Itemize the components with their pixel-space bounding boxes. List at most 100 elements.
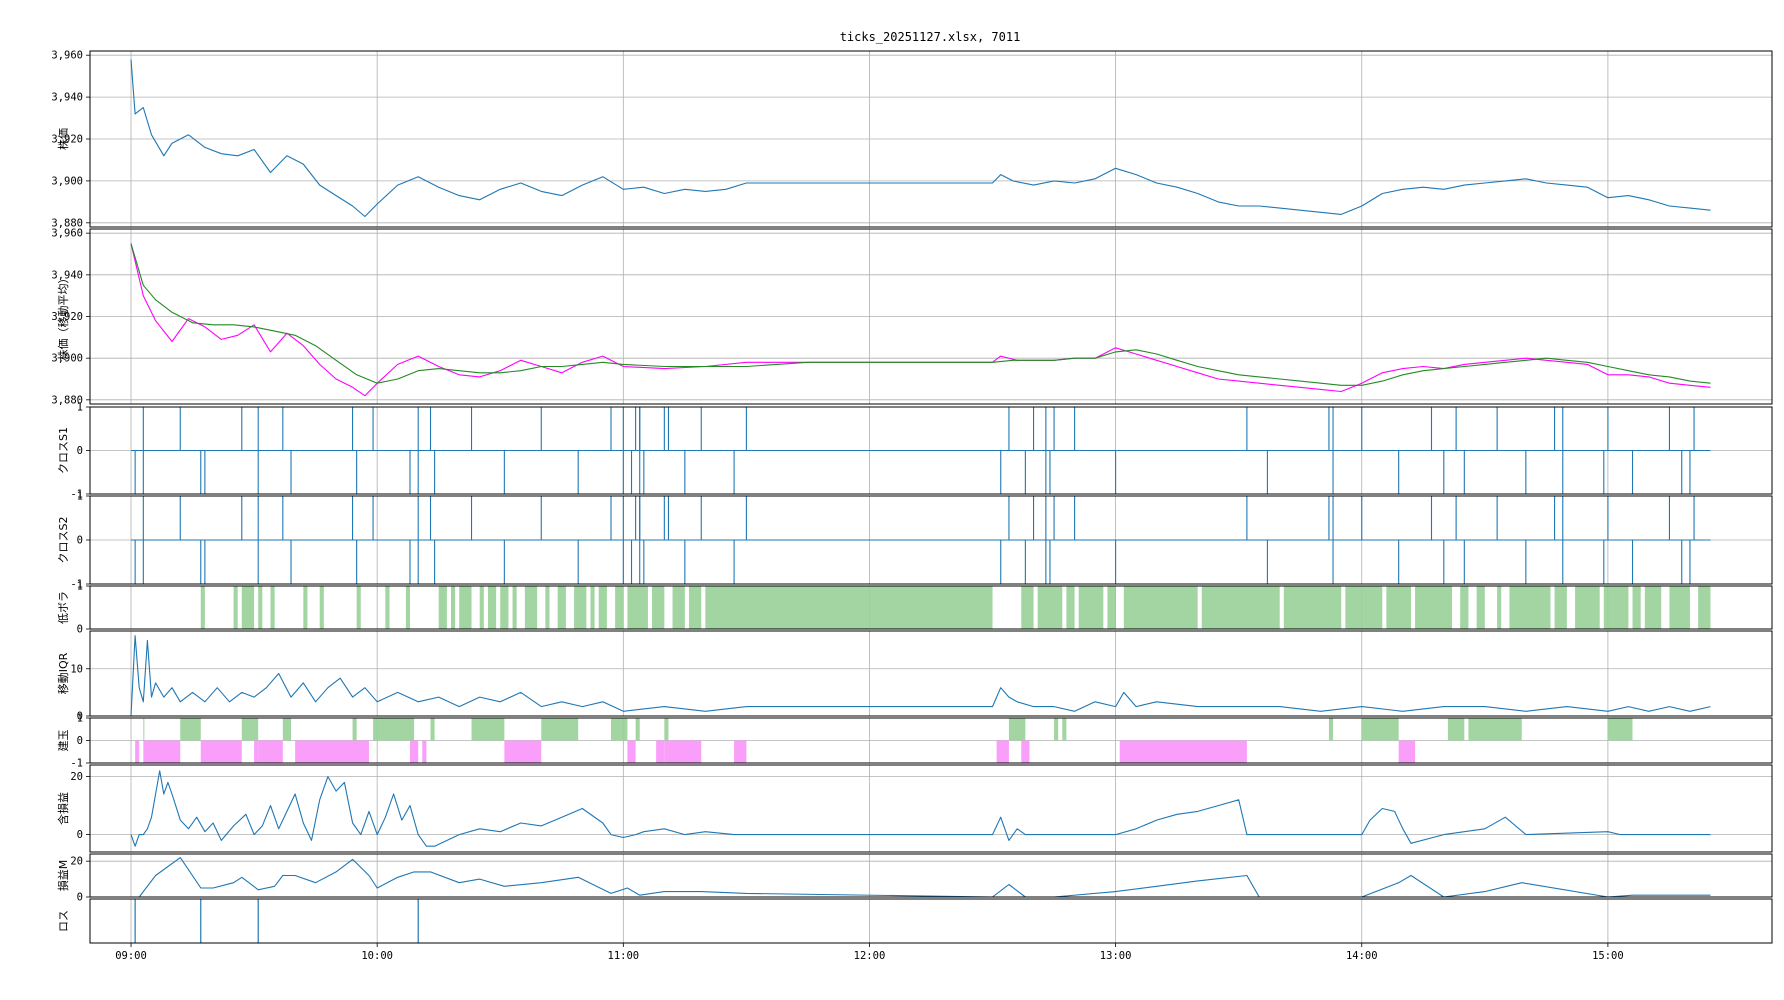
y-axis-label: 損益M <box>56 860 70 892</box>
y-tick-label: 3,880 <box>51 394 83 406</box>
interval-bar <box>500 586 509 629</box>
interval-bar <box>598 586 607 629</box>
y-tick-label: 10 <box>70 663 83 675</box>
y-tick-label: 1 <box>77 713 83 725</box>
y-tick-label: -1 <box>70 489 83 501</box>
y-tick-label: 3,920 <box>51 311 83 323</box>
interval-bar <box>479 586 484 629</box>
y-axis-label: 建玉 <box>56 730 70 752</box>
interval-bar <box>1107 586 1116 629</box>
series-line-price <box>130 59 1711 218</box>
interval-bar <box>1415 586 1453 629</box>
interval-bar <box>352 718 357 741</box>
panels: 3,880 3,900 3,920 3,940 3,960 株価 3,880 3,900 3,9… <box>51 50 1773 944</box>
interval-bar <box>627 740 636 763</box>
panel-3: -1 0 1 クロスS2 <box>57 491 1773 591</box>
panel-frame <box>89 630 1773 717</box>
interval-bar <box>705 586 993 629</box>
panel-1: 3,880 3,900 3,920 3,940 3,960 株価（移動平均） <box>51 228 1773 406</box>
x-tick-label: 10:00 <box>361 950 393 962</box>
interval-bar <box>524 586 538 629</box>
interval-bar <box>557 586 566 629</box>
interval-bar <box>1644 586 1662 629</box>
interval-bar <box>574 586 587 629</box>
panel-frame <box>89 228 1773 405</box>
interval-bar <box>1062 718 1067 741</box>
y-tick-label: 0 <box>77 829 83 841</box>
interval-bar <box>1361 718 1399 741</box>
interval-bar <box>319 586 324 629</box>
panel-frame <box>89 495 1773 585</box>
interval-bar <box>430 718 435 741</box>
interval-bar <box>1119 740 1247 763</box>
interval-bar <box>459 586 472 629</box>
interval-bar <box>241 718 259 741</box>
panel-frame <box>89 853 1773 898</box>
y-tick-label: 0 <box>77 535 83 547</box>
x-tick-label: 11:00 <box>608 950 640 962</box>
interval-bar <box>1328 718 1334 741</box>
interval-bar <box>143 740 181 763</box>
interval-bar <box>282 718 292 741</box>
x-tick-label: 15:00 <box>1592 950 1624 962</box>
interval-bar <box>233 586 238 629</box>
y-tick-label: 3,940 <box>51 92 83 104</box>
interval-bar <box>254 740 259 763</box>
y-tick-label: 20 <box>70 856 83 868</box>
interval-bar <box>512 586 517 629</box>
chart-title: ticks_20251127.xlsx, 7011 <box>840 30 1021 44</box>
interval-bar <box>734 740 747 763</box>
y-tick-label: 1 <box>77 491 83 503</box>
interval-bar <box>672 586 685 629</box>
interval-bar <box>405 586 410 629</box>
y-axis-label: クロスS1 <box>57 427 70 474</box>
y-tick-label: 3,900 <box>51 175 83 187</box>
x-tick-label: 12:00 <box>854 950 886 962</box>
series-line-price <box>131 857 1711 898</box>
interval-bar <box>373 718 415 741</box>
interval-bar <box>656 740 665 763</box>
interval-bar <box>1008 718 1026 741</box>
interval-bar <box>180 718 201 741</box>
panel-4: 0 1 低ボラ <box>57 581 1773 636</box>
interval-bar <box>688 586 702 629</box>
y-axis-label: ロス <box>57 910 70 932</box>
panel-frame <box>89 764 1773 853</box>
interval-bar <box>590 586 595 629</box>
y-tick-label: 3,960 <box>51 50 83 62</box>
interval-bar <box>471 718 505 741</box>
interval-bar <box>1037 586 1063 629</box>
panel-frame <box>89 717 1773 764</box>
interval-bar <box>295 740 369 763</box>
interval-bar <box>258 586 263 629</box>
y-tick-label: 1 <box>77 402 83 414</box>
y-axis-label: 含損益 <box>56 792 70 825</box>
y-tick-label: 20 <box>70 771 83 783</box>
interval-bar <box>1607 718 1633 741</box>
interval-bar <box>664 740 702 763</box>
y-axis-label: 低ボラ <box>57 591 70 624</box>
interval-bar <box>1476 586 1485 629</box>
x-tick-label: 14:00 <box>1346 950 1378 962</box>
interval-bar <box>1201 586 1280 629</box>
interval-bar <box>135 740 140 763</box>
y-tick-label: 3,940 <box>51 269 83 281</box>
interval-bar <box>1021 740 1030 763</box>
interval-bar <box>1509 586 1551 629</box>
interval-bar <box>409 740 419 763</box>
interval-bar <box>1468 718 1522 741</box>
interval-bar <box>1123 586 1198 629</box>
interval-bar <box>635 718 640 741</box>
panel-0: 3,880 3,900 3,920 3,940 3,960 株価 <box>51 50 1773 229</box>
panel-frame <box>89 898 1773 944</box>
interval-bar <box>611 718 628 741</box>
interval-bar <box>385 586 390 629</box>
x-axis: 09:00 10:00 11:00 12:00 13:00 14:00 15:00 <box>115 943 1624 962</box>
interval-bar <box>1554 586 1567 629</box>
y-tick-label: -1 <box>70 579 83 591</box>
interval-bar <box>1460 586 1469 629</box>
y-tick-label: -1 <box>70 758 83 770</box>
y-tick-label: 0 <box>77 711 83 723</box>
